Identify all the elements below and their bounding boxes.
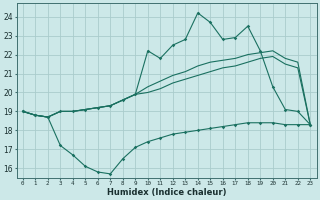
X-axis label: Humidex (Indice chaleur): Humidex (Indice chaleur) <box>107 188 226 197</box>
